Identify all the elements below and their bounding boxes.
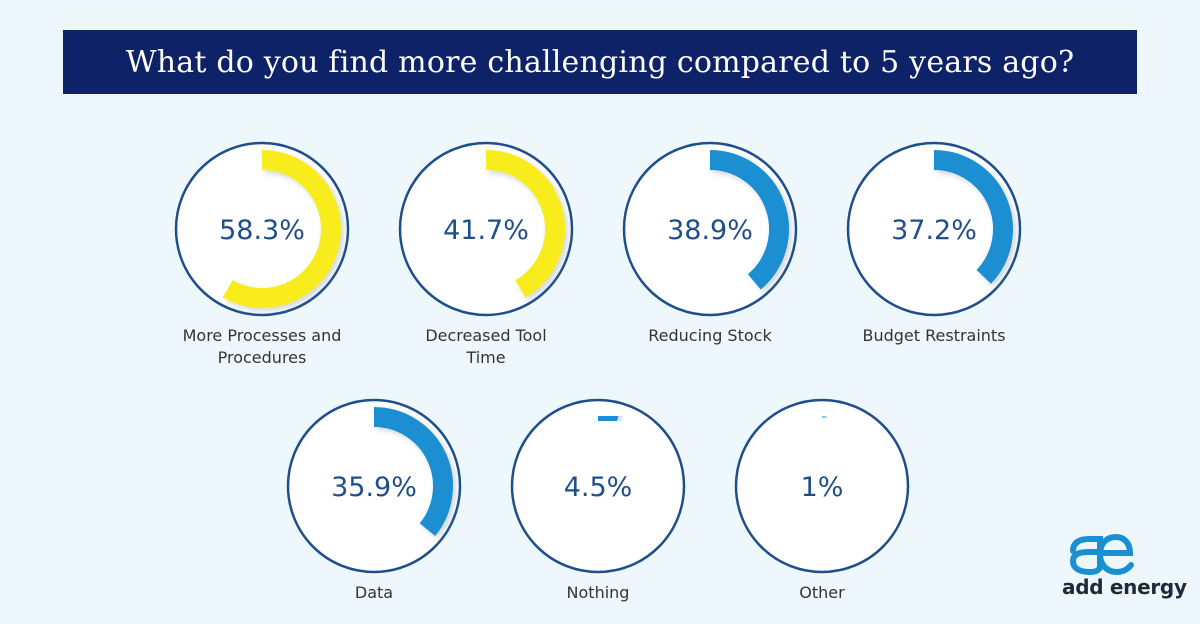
gauge-label: Data bbox=[355, 583, 393, 602]
gauge-3: 38.9% Reducing Stock bbox=[622, 141, 798, 345]
gauge-value: 35.9% bbox=[331, 472, 417, 503]
gauge-value: 38.9% bbox=[667, 215, 753, 246]
gauge-7: 1% Other bbox=[734, 398, 910, 602]
gauge-arc bbox=[373, 407, 453, 536]
gauge-circle bbox=[510, 398, 686, 574]
gauge-value: 41.7% bbox=[443, 215, 529, 246]
gauge-label: Nothing bbox=[567, 583, 630, 602]
gauge-label: More Processes and Procedures bbox=[183, 326, 342, 367]
gauge-label: Decreased Tool Time bbox=[425, 326, 546, 367]
gauge-circle bbox=[734, 398, 910, 574]
gauge-arc bbox=[709, 150, 789, 290]
gauge-label: Budget Restraints bbox=[862, 326, 1005, 345]
gauge-value: 1% bbox=[801, 472, 844, 503]
add-energy-logo: add energy bbox=[1062, 518, 1187, 604]
gauge-value: 37.2% bbox=[891, 215, 977, 246]
gauge-value: 58.3% bbox=[219, 215, 305, 246]
title-bar: What do you find more challenging compar… bbox=[63, 30, 1137, 94]
logo-text: add energy bbox=[1062, 575, 1187, 599]
gauge-1: 58.3% More Processes and Procedures bbox=[174, 141, 350, 367]
gauge-arc bbox=[933, 150, 1013, 284]
gauge-label: Other bbox=[799, 583, 845, 602]
gauge-4: 37.2% Budget Restraints bbox=[846, 141, 1022, 345]
gauge-value: 4.5% bbox=[564, 472, 633, 503]
gauge-label: Reducing Stock bbox=[648, 326, 772, 345]
gauge-arc bbox=[222, 150, 341, 308]
chart-title: What do you find more challenging compar… bbox=[125, 44, 1075, 80]
gauge-2: 41.7% Decreased Tool Time bbox=[398, 141, 574, 367]
gauge-arc bbox=[485, 150, 565, 298]
ae-ligature-icon bbox=[1069, 533, 1134, 576]
gauge-6: 4.5% Nothing bbox=[510, 398, 686, 602]
gauge-5: 35.9% Data bbox=[286, 398, 462, 602]
gauge-arc bbox=[597, 407, 621, 430]
